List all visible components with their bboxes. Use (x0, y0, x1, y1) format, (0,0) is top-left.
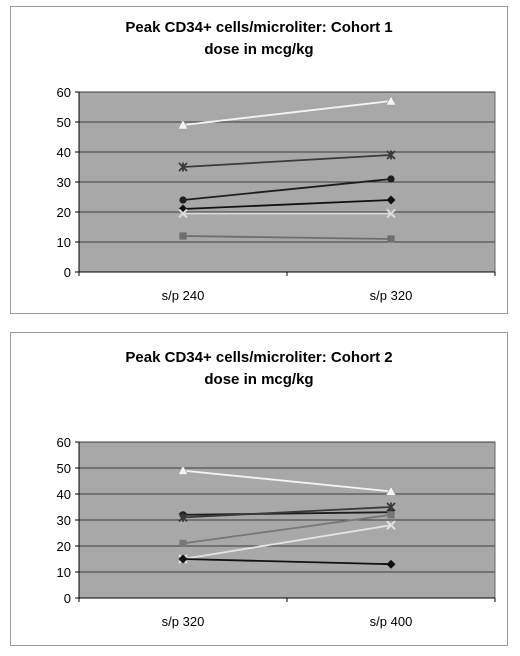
chart-title: Peak CD34+ cells/microliter: Cohort 2 do… (11, 347, 507, 391)
chart-panel-cohort-2: Peak CD34+ cells/microliter: Cohort 2 do… (10, 332, 508, 646)
data-point (178, 208, 188, 219)
chart-title-line-1: Peak CD34+ cells/microliter: Cohort 1 (125, 19, 393, 36)
y-tick-label: 10 (57, 235, 71, 250)
series-line (182, 558, 392, 566)
line-chart-cohort-1: 0 10 20 30 40 50 60 s/p 240 s/p 320 (57, 85, 496, 303)
y-tick-label: 40 (57, 487, 71, 502)
series-line (182, 506, 392, 519)
series-line (182, 235, 392, 240)
data-point (179, 539, 187, 547)
chart-title-line-2: dose in mcg/kg (204, 41, 314, 58)
series-line (182, 100, 392, 126)
data-point (387, 511, 395, 519)
series-2 (178, 150, 396, 172)
y-tick-label: 60 (57, 85, 71, 100)
y-tick-label: 0 (64, 265, 71, 280)
data-point (386, 150, 396, 160)
y-tick-label: 40 (57, 145, 71, 160)
series-3 (179, 175, 395, 204)
data-point (386, 208, 396, 219)
chart-title: Peak CD34+ cells/microliter: Cohort 1 do… (11, 17, 507, 61)
x-tick-label: s/p 240 (162, 288, 205, 303)
x-tick-label: s/p 320 (370, 288, 413, 303)
series-6 (178, 554, 396, 569)
chart-panel-cohort-1: Peak CD34+ cells/microliter: Cohort 1 do… (10, 6, 508, 314)
data-point (386, 502, 396, 512)
data-point (178, 512, 188, 523)
data-point (385, 485, 397, 496)
y-tick-label: 60 (57, 435, 71, 450)
data-point (385, 95, 397, 106)
series-line (182, 524, 392, 560)
series-line (182, 513, 392, 545)
x-tick-label: s/p 400 (370, 614, 413, 629)
x-tick-label: s/p 320 (162, 614, 205, 629)
series-line (182, 178, 392, 201)
y-tick-label: 20 (57, 539, 71, 554)
series-3 (178, 502, 396, 523)
data-point (387, 235, 395, 243)
data-point (386, 195, 396, 205)
series-line (182, 511, 392, 516)
data-point (386, 559, 396, 569)
series-line (182, 469, 392, 493)
data-point (179, 196, 187, 204)
data-point (387, 175, 395, 183)
series-6 (179, 232, 395, 243)
series-1 (177, 95, 397, 130)
data-point (386, 520, 396, 530)
data-point (177, 119, 189, 130)
line-chart-cohort-2: 0 10 20 30 40 50 60 s/p 320 s/p 400 (57, 435, 496, 629)
data-point (178, 162, 188, 172)
y-tick-label: 30 (57, 175, 71, 190)
series-1 (177, 464, 397, 496)
y-tick-label: 50 (57, 461, 71, 476)
y-tick-label: 50 (57, 115, 71, 130)
data-point (179, 232, 187, 240)
y-tick-label: 0 (64, 591, 71, 606)
series-line (182, 154, 392, 168)
series-line (182, 199, 392, 210)
data-point (177, 464, 189, 475)
y-tick-label: 10 (57, 565, 71, 580)
data-point (178, 554, 188, 564)
series-5 (178, 208, 396, 219)
chart-title-line-2: dose in mcg/kg (204, 371, 314, 388)
chart-title-line-1: Peak CD34+ cells/microliter: Cohort 2 (125, 349, 393, 366)
y-tick-label: 20 (57, 205, 71, 220)
series-4 (179, 511, 395, 547)
y-tick-label: 30 (57, 513, 71, 528)
